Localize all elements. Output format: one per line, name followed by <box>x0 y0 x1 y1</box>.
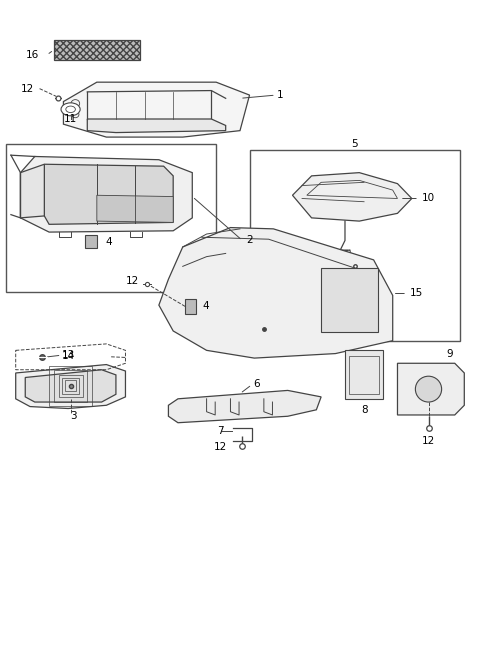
Ellipse shape <box>415 376 442 402</box>
Polygon shape <box>16 365 125 408</box>
Text: 12: 12 <box>214 442 228 452</box>
Text: 14: 14 <box>61 350 75 360</box>
Text: 12: 12 <box>422 436 435 446</box>
FancyBboxPatch shape <box>345 350 383 399</box>
Text: 12: 12 <box>126 276 139 286</box>
Text: 7: 7 <box>217 426 224 436</box>
Polygon shape <box>87 119 226 132</box>
Polygon shape <box>159 228 393 358</box>
Text: 16: 16 <box>26 50 39 60</box>
Text: 6: 6 <box>253 379 260 389</box>
Text: 4: 4 <box>106 237 112 247</box>
FancyBboxPatch shape <box>85 236 97 249</box>
Text: 10: 10 <box>422 193 435 204</box>
Text: 8: 8 <box>361 406 367 415</box>
Polygon shape <box>21 164 44 218</box>
Text: 4: 4 <box>203 301 209 312</box>
Text: 2: 2 <box>246 236 253 245</box>
Polygon shape <box>44 164 173 225</box>
Text: 11: 11 <box>64 114 77 124</box>
Text: 3: 3 <box>70 411 76 421</box>
Polygon shape <box>168 391 321 422</box>
Polygon shape <box>292 173 412 221</box>
FancyBboxPatch shape <box>321 267 378 332</box>
FancyBboxPatch shape <box>185 299 196 313</box>
Polygon shape <box>63 82 250 137</box>
Text: 1: 1 <box>277 90 284 100</box>
Polygon shape <box>54 40 140 60</box>
Text: 13: 13 <box>61 350 75 360</box>
Polygon shape <box>97 195 173 223</box>
Text: 12: 12 <box>21 84 34 93</box>
Text: 15: 15 <box>410 289 423 299</box>
Polygon shape <box>25 370 116 402</box>
Text: 9: 9 <box>447 349 453 359</box>
Polygon shape <box>397 363 464 415</box>
Text: 5: 5 <box>351 138 358 149</box>
Ellipse shape <box>61 103 80 116</box>
Polygon shape <box>21 156 192 232</box>
